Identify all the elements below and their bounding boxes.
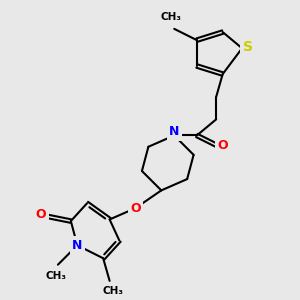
Text: O: O bbox=[35, 208, 46, 221]
Text: O: O bbox=[218, 139, 228, 152]
Text: CH₃: CH₃ bbox=[102, 286, 123, 296]
Text: O: O bbox=[130, 202, 141, 215]
Text: N: N bbox=[169, 125, 179, 138]
Text: S: S bbox=[243, 40, 253, 54]
Text: CH₃: CH₃ bbox=[160, 12, 182, 22]
Text: N: N bbox=[72, 239, 83, 252]
Text: CH₃: CH₃ bbox=[46, 271, 67, 281]
